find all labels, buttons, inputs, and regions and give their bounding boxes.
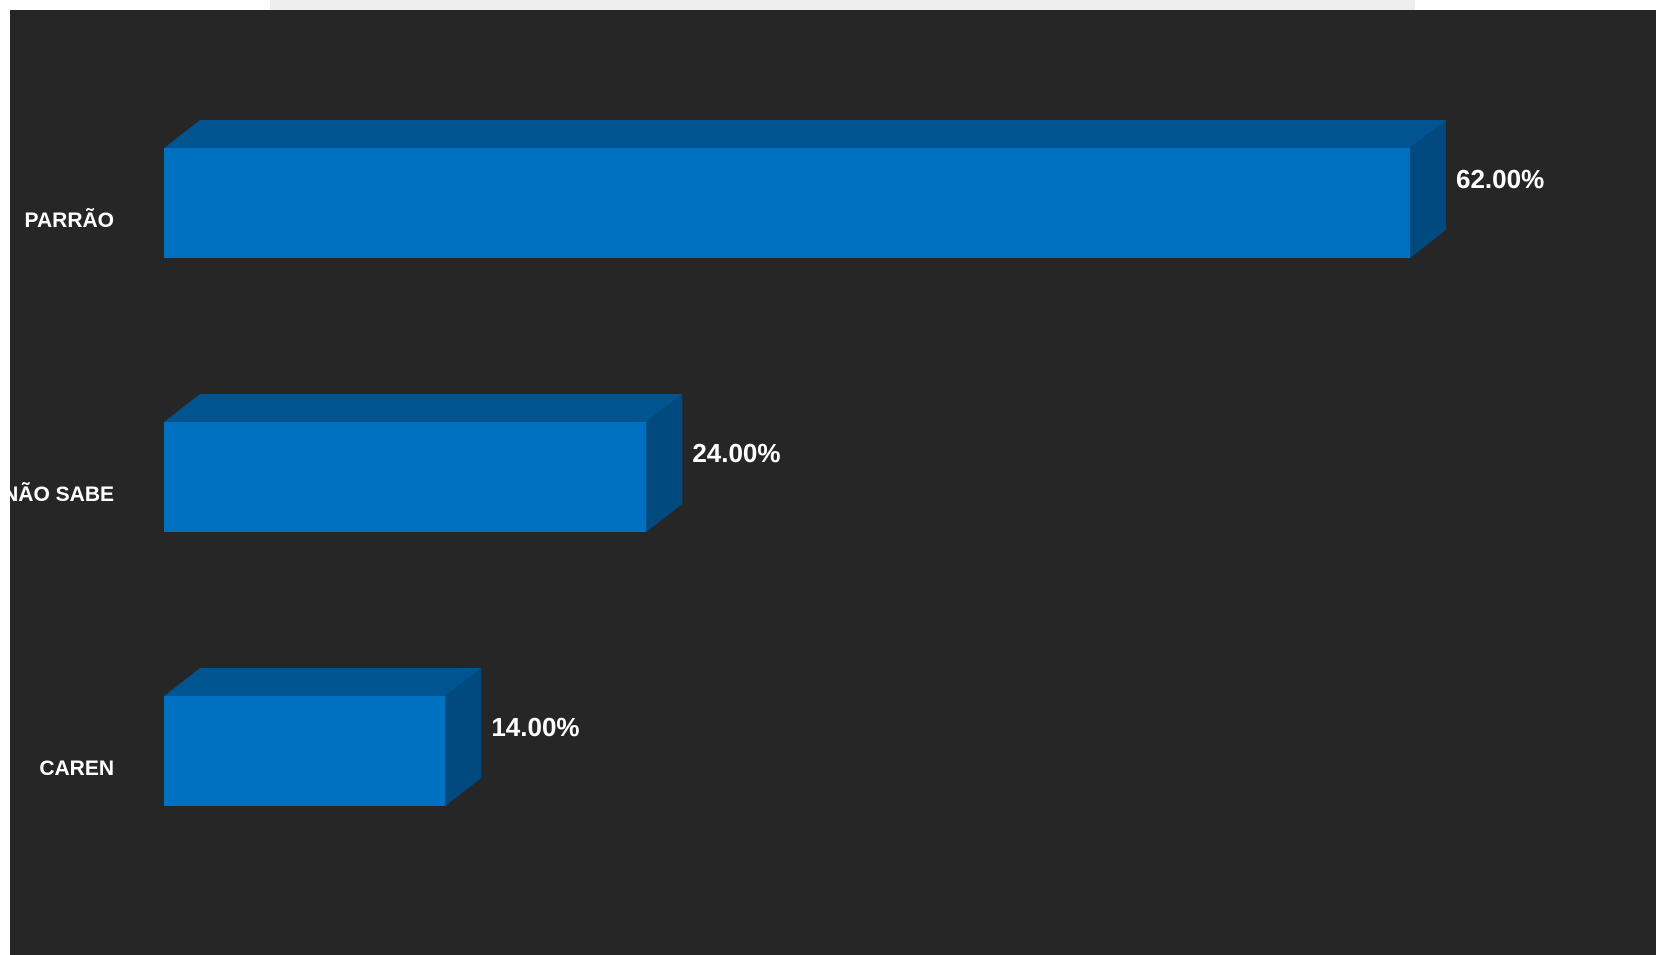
bar-top-face: [164, 668, 482, 696]
value-label: 14.00%: [491, 712, 579, 742]
bar: [164, 422, 647, 532]
chart-area: PARRÃO 62.00% NÃO SABE 24.00% CAREN 14.00%: [10, 10, 1656, 955]
bar-top-face: [164, 120, 1446, 148]
bar-chart: PARRÃO 62.00% NÃO SABE 24.00% CAREN 14.00%: [10, 120, 1544, 806]
value-label: 24.00%: [692, 438, 780, 468]
bar-side-face: [445, 668, 482, 806]
bar-top-face: [164, 394, 683, 422]
bar-group-2: CAREN 14.00%: [39, 668, 580, 806]
bar-group-0: PARRÃO 62.00%: [25, 120, 1544, 258]
category-label: CAREN: [39, 757, 114, 780]
bar-side-face: [646, 394, 683, 532]
bar-side-face: [1410, 120, 1446, 258]
bar-group-1: NÃO SABE 24.00%: [10, 394, 781, 532]
category-label: PARRÃO: [25, 209, 114, 232]
bar: [164, 148, 1410, 258]
value-label: 62.00%: [1456, 164, 1544, 194]
top-strip: [270, 0, 1415, 10]
category-label: NÃO SABE: [10, 483, 114, 506]
bar: [164, 696, 446, 806]
